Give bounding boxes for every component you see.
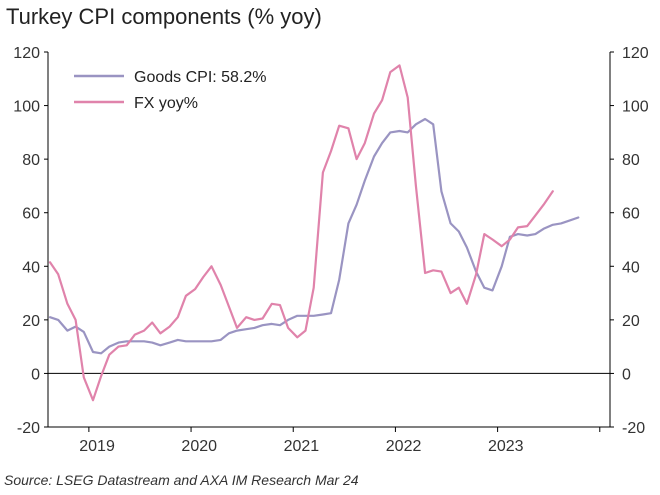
legend-label-2: FX yoy%: [134, 95, 198, 112]
y-tick-label-left: -20: [17, 420, 40, 437]
y-tick-label-right: -20: [622, 420, 645, 437]
y-tick-label-right: 20: [622, 313, 640, 330]
source-note: Source: LSEG Datastream and AXA IM Resea…: [4, 472, 359, 488]
y-tick-label-right: 100: [622, 99, 649, 116]
x-tick-label: 2022: [386, 438, 422, 455]
series-line-1: [48, 117, 580, 355]
x-tick-label: 2019: [79, 438, 115, 455]
y-tick-label-right: 40: [622, 259, 640, 276]
y-tick-label-right: 80: [622, 152, 640, 169]
y-tick-label-left: 100: [13, 99, 40, 116]
x-tick-label: 2023: [488, 438, 524, 455]
y-tick-label-left: 80: [22, 152, 40, 169]
y-tick-label-left: 0: [31, 366, 40, 383]
series-line-2: [48, 64, 554, 402]
y-tick-label-right: 0: [622, 366, 631, 383]
y-tick-label-left: 60: [22, 206, 40, 223]
y-tick-label-right: 120: [622, 45, 649, 62]
x-tick-label: 2020: [181, 438, 217, 455]
chart-title: Turkey CPI components (% yoy): [6, 4, 322, 29]
x-tick-label: 2021: [284, 438, 320, 455]
series-layer: [48, 64, 580, 402]
legend-label-1: Goods CPI: 58.2%: [134, 69, 267, 86]
legend: Goods CPI: 58.2% FX yoy%: [74, 69, 267, 112]
y-tick-label-left: 120: [13, 45, 40, 62]
y-tick-label-left: 40: [22, 259, 40, 276]
y-tick-label-right: 60: [622, 206, 640, 223]
y-tick-label-left: 20: [22, 313, 40, 330]
